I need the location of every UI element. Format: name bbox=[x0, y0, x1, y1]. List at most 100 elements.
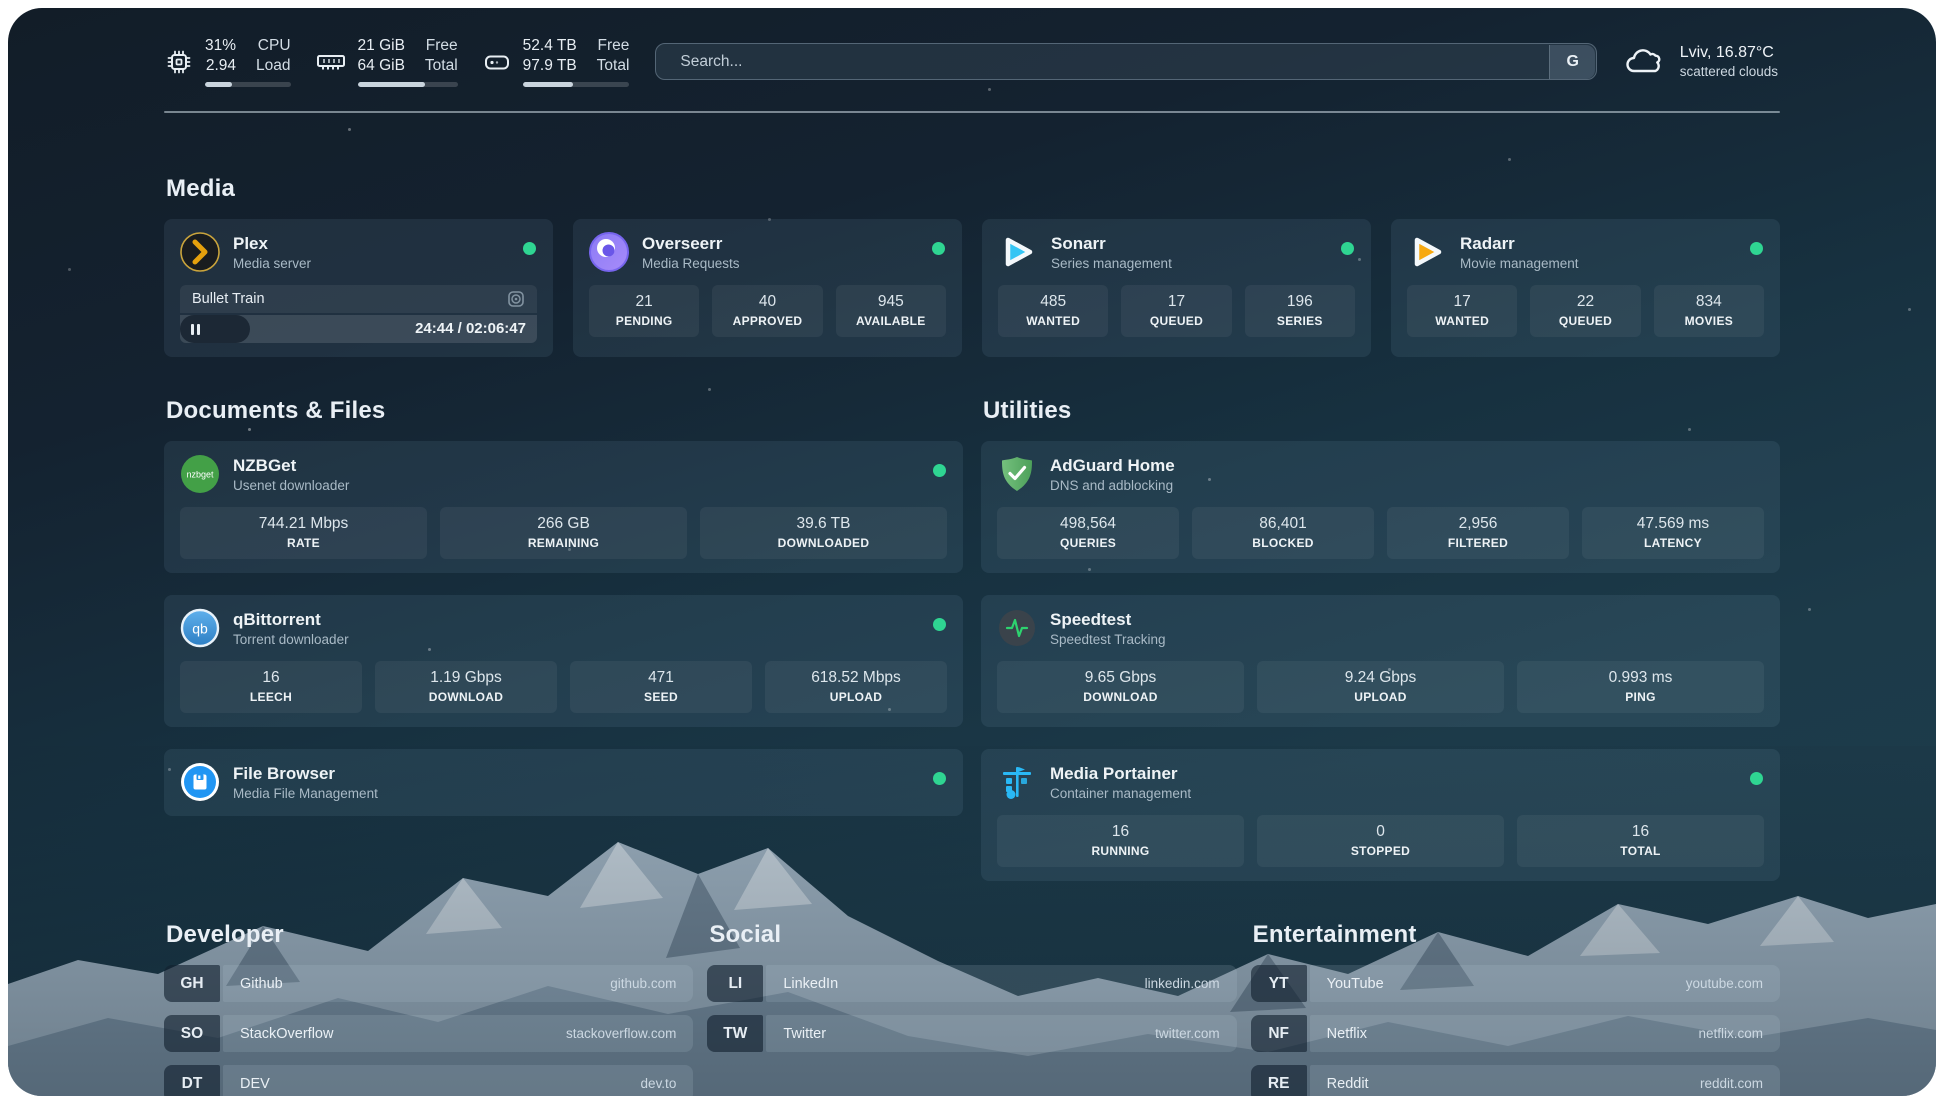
stat-label: WANTED bbox=[1026, 314, 1081, 329]
stat-block: 945 AVAILABLE bbox=[835, 285, 946, 338]
bookmark-row-dev[interactable]: DT DEV dev.to bbox=[164, 1065, 694, 1096]
stat-value: 0.993 ms bbox=[1608, 669, 1673, 687]
bookmark-row-youtube[interactable]: YT YouTube youtube.com bbox=[1250, 965, 1780, 1003]
scattered-clouds-icon bbox=[1626, 48, 1661, 72]
cpu-progress-fill bbox=[205, 82, 232, 88]
stat-value: 945 bbox=[877, 293, 904, 311]
stat-value: 86,401 bbox=[1259, 515, 1307, 533]
stat-label: QUERIES bbox=[1059, 536, 1117, 551]
adguard-subtitle: DNS and adblocking bbox=[1050, 477, 1174, 493]
speedtest-title: Speedtest bbox=[1050, 609, 1132, 629]
plex-subtitle: Media server bbox=[233, 255, 312, 271]
qbittorrent-logo-icon: qb bbox=[180, 608, 220, 648]
top-bar: 31% 2.94 CPU Load bbox=[164, 36, 1780, 88]
bookmark-abbr: YT bbox=[1250, 965, 1307, 1003]
stat-block: 21 PENDING bbox=[589, 285, 700, 338]
bookmark-url: dev.to bbox=[640, 1076, 677, 1092]
stat-block: 16 TOTAL bbox=[1517, 815, 1764, 868]
stat-label: QUEUED bbox=[1558, 314, 1613, 329]
bookmark-name: DEV bbox=[240, 1075, 270, 1092]
sonarr-card[interactable]: Sonarr Series management 485 WANTED 17 Q… bbox=[982, 219, 1371, 358]
status-dot bbox=[1750, 772, 1763, 786]
memory-free-value: 21 GiB bbox=[357, 37, 405, 54]
bookmark-row-linkedin[interactable]: LI LinkedIn linkedin.com bbox=[707, 965, 1237, 1003]
stat-block: 47.569 ms LATENCY bbox=[1582, 507, 1764, 560]
overseerr-logo-icon bbox=[589, 232, 629, 273]
playback-progress-bar: 24:44 / 02:06:47 bbox=[180, 315, 537, 344]
nzbget-card[interactable]: nzbget NZBGet Usenet downloader 744. bbox=[164, 441, 963, 574]
qbittorrent-subtitle: Torrent downloader bbox=[233, 631, 349, 647]
developer-bookmarks: Developer GH Github github.com SO StackO… bbox=[164, 921, 694, 1096]
bookmark-url: stackoverflow.com bbox=[566, 1026, 677, 1042]
stat-value: 266 GB bbox=[537, 515, 590, 533]
entertainment-bookmarks: Entertainment YT YouTube youtube.com NF … bbox=[1250, 921, 1780, 1096]
bookmark-abbr: DT bbox=[164, 1065, 220, 1096]
stat-value: 471 bbox=[648, 669, 674, 687]
stat-block: 0 STOPPED bbox=[1257, 815, 1504, 868]
bookmark-name: StackOverflow bbox=[240, 1025, 334, 1042]
bookmark-abbr: SO bbox=[164, 1015, 220, 1053]
radarr-card[interactable]: Radarr Movie management 17 WANTED 22 QUE… bbox=[1391, 219, 1780, 358]
stat-value: 16 bbox=[1631, 823, 1650, 841]
stat-label: DOWNLOAD bbox=[1083, 690, 1158, 705]
qbittorrent-title: qBittorrent bbox=[233, 609, 321, 629]
bookmark-row-github[interactable]: GH Github github.com bbox=[164, 965, 694, 1003]
bookmark-row-twitter[interactable]: TW Twitter twitter.com bbox=[707, 1015, 1237, 1053]
stat-block: 196 SERIES bbox=[1244, 285, 1355, 338]
bookmark-row-stackoverflow[interactable]: SO StackOverflow stackoverflow.com bbox=[164, 1015, 694, 1053]
section-title-media: Media bbox=[166, 175, 236, 203]
disk-total-label: Total bbox=[596, 57, 630, 75]
now-playing-view-icon[interactable] bbox=[507, 290, 525, 308]
adguard-title: AdGuard Home bbox=[1050, 455, 1175, 475]
overseerr-title: Overseerr bbox=[642, 233, 723, 253]
speedtest-subtitle: Speedtest Tracking bbox=[1050, 631, 1166, 647]
stat-label: PING bbox=[1625, 690, 1656, 705]
search-input[interactable] bbox=[655, 43, 1597, 81]
filebrowser-card[interactable]: File Browser Media File Management bbox=[164, 749, 963, 817]
speedtest-logo-icon bbox=[997, 608, 1037, 648]
stat-label: RATE bbox=[287, 536, 320, 551]
bookmark-row-reddit[interactable]: RE Reddit reddit.com bbox=[1250, 1065, 1780, 1096]
stat-value: 618.52 Mbps bbox=[811, 669, 901, 687]
status-dot bbox=[933, 464, 946, 478]
stat-value: 2,956 bbox=[1458, 515, 1498, 533]
adguard-card[interactable]: AdGuard Home DNS and adblocking 498,564 … bbox=[981, 441, 1780, 574]
stat-block: 266 GB REMAINING bbox=[440, 507, 687, 560]
bookmark-row-netflix[interactable]: NF Netflix netflix.com bbox=[1250, 1015, 1780, 1053]
weather-widget[interactable]: Lviv, 16.87°C scattered clouds bbox=[1623, 42, 1780, 82]
stat-value: 17 bbox=[1167, 293, 1186, 311]
memory-total-value: 64 GiB bbox=[357, 57, 405, 75]
documents-column: Documents & Files nzbget bbox=[164, 397, 963, 817]
svg-text:qb: qb bbox=[192, 621, 208, 637]
stat-block: 9.65 Gbps DOWNLOAD bbox=[997, 661, 1244, 714]
cpu-label: CPU bbox=[257, 37, 291, 54]
bookmark-url: twitter.com bbox=[1155, 1026, 1220, 1042]
playback-time: 24:44 / 02:06:47 bbox=[415, 320, 526, 338]
system-stats: 31% 2.94 CPU Load bbox=[164, 36, 630, 88]
bookmark-url: linkedin.com bbox=[1144, 976, 1220, 992]
portainer-title: Media Portainer bbox=[1050, 763, 1178, 783]
cpu-load-value: 2.94 bbox=[205, 57, 237, 75]
plex-card[interactable]: Plex Media server Bullet Train bbox=[164, 219, 553, 358]
overseerr-card[interactable]: Overseerr Media Requests 21 PENDING 40 A… bbox=[573, 219, 962, 358]
portainer-card[interactable]: Media Portainer Container management 16 … bbox=[981, 749, 1780, 882]
stat-label: DOWNLOADED bbox=[777, 536, 870, 551]
disk-stat-widget: 52.4 TB 97.9 TB Free Total bbox=[482, 36, 630, 88]
stat-label: SERIES bbox=[1276, 314, 1323, 329]
stat-label: UPLOAD bbox=[1354, 690, 1407, 705]
search-provider-button[interactable]: G bbox=[1549, 44, 1596, 79]
cpu-load-label: Load bbox=[256, 57, 291, 75]
section-title-documents: Documents & Files bbox=[166, 397, 386, 425]
qbittorrent-card[interactable]: qb qBittorrent Torrent downloader 16 bbox=[164, 595, 963, 728]
now-playing-title: Bullet Train bbox=[192, 291, 265, 308]
stat-value: 39.6 TB bbox=[796, 515, 851, 533]
stat-block: 22 QUEUED bbox=[1530, 285, 1641, 338]
cpu-stat-widget: 31% 2.94 CPU Load bbox=[164, 36, 291, 88]
speedtest-card[interactable]: Speedtest Speedtest Tracking 9.65 Gbps D… bbox=[981, 595, 1780, 728]
stat-label: MOVIES bbox=[1684, 314, 1734, 329]
stat-label: RUNNING bbox=[1091, 844, 1150, 859]
bookmark-url: youtube.com bbox=[1685, 976, 1763, 992]
bookmark-abbr: TW bbox=[707, 1015, 764, 1053]
pause-icon[interactable] bbox=[191, 323, 200, 335]
section-title-social: Social bbox=[709, 921, 782, 949]
